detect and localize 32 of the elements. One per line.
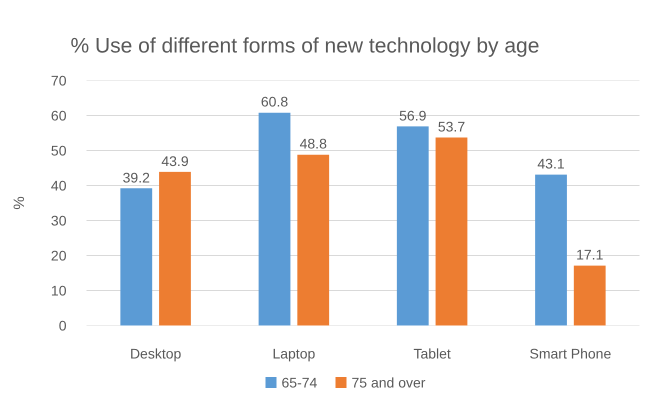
y-axis-title: % <box>10 196 28 210</box>
y-tick-label: 50 <box>50 142 67 158</box>
bar <box>258 112 290 326</box>
data-label: 17.1 <box>576 246 604 263</box>
bar <box>574 266 606 326</box>
x-tick-label: Smart Phone <box>530 346 612 362</box>
data-label: 60.8 <box>260 94 288 110</box>
data-label: 43.9 <box>161 152 189 169</box>
bar <box>396 126 429 326</box>
chart-title: % Use of different forms of new technology by age <box>70 34 540 58</box>
data-label: 56.9 <box>399 107 427 124</box>
legend-label: 75 and over <box>352 374 426 390</box>
bar <box>159 172 191 326</box>
y-tick-label: 40 <box>50 178 67 194</box>
y-tick-label: 60 <box>50 108 67 124</box>
y-tick-label: 70 <box>50 72 67 88</box>
x-tick-label: Desktop <box>130 346 182 362</box>
data-label: 43.1 <box>537 156 565 172</box>
bar <box>535 174 567 326</box>
bar <box>436 138 468 326</box>
x-tick-label: Tablet <box>413 346 451 362</box>
y-tick-label: 30 <box>50 212 67 228</box>
y-tick-label: 0 <box>58 318 67 334</box>
y-tick-label: 20 <box>50 248 67 264</box>
data-label: 48.8 <box>300 136 328 152</box>
legend-label: 65-74 <box>282 374 318 390</box>
bar <box>120 188 152 326</box>
y-tick-label: 10 <box>50 282 67 298</box>
bar <box>297 154 330 326</box>
data-label: 53.7 <box>438 118 466 135</box>
x-tick-label: Laptop <box>272 346 316 362</box>
data-label: 39.2 <box>122 169 150 186</box>
